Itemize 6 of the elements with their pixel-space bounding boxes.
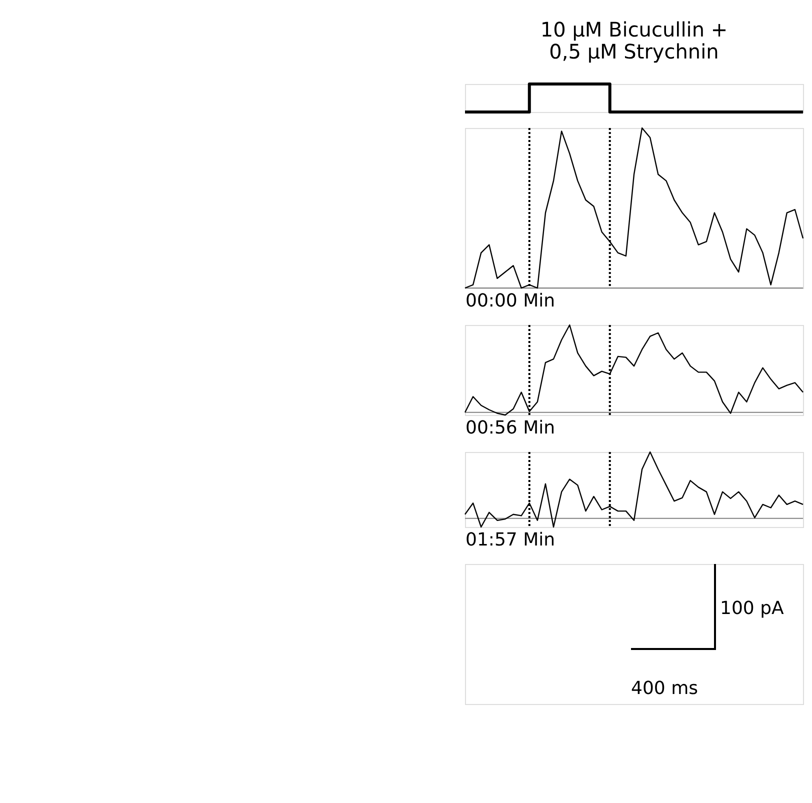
text: 100 pA xyxy=(720,598,785,619)
chart-title: 10 μM Bicucullin + 0,5 μM Strychnin xyxy=(540,18,728,64)
text: 400 ms xyxy=(631,678,698,699)
x-axis-title: 00:00 Min xyxy=(466,290,556,312)
x-axis-title: 00:56 Min xyxy=(466,418,556,438)
x-axis-title: 01:57 Min xyxy=(466,530,556,550)
